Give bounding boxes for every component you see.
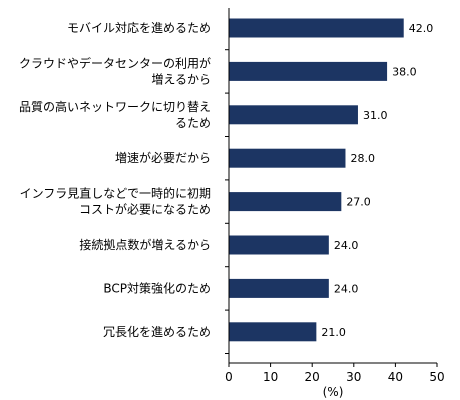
x-axis-unit-label: (%) [323, 385, 344, 399]
data-label: 38.0 [392, 65, 417, 78]
data-label: 31.0 [363, 109, 388, 122]
x-tick-label: 50 [429, 370, 444, 384]
data-label: 24.0 [334, 239, 359, 252]
bar [229, 235, 329, 255]
category-label: 冗長化を進めるため [103, 325, 211, 339]
data-label: 28.0 [350, 152, 375, 165]
bar [229, 322, 317, 342]
category-label: コストが必要になるため [79, 202, 211, 217]
x-tick-label: 10 [263, 370, 278, 384]
bar [229, 278, 329, 298]
x-tick-label: 40 [388, 370, 403, 384]
category-label: 増えるから [151, 72, 211, 86]
bar [229, 105, 358, 125]
category-label: モバイル対応を進めるため [67, 21, 211, 35]
category-label: 品質の高いネットワークに切り替え [19, 99, 211, 114]
category-label: BCP対策強化のため [103, 281, 211, 295]
x-tick-label: 20 [305, 370, 320, 384]
plot-area: 42.0 モバイル対応を進めるため 38.0 クラウドやデータセンターの利用が増えるか… [19, 8, 445, 384]
category-label: 増速が必要だから [115, 150, 211, 165]
x-tick-label: 0 [225, 370, 233, 384]
x-tick-label: 30 [346, 370, 361, 384]
category-label: るため [175, 116, 211, 130]
data-label: 24.0 [334, 282, 359, 295]
data-label: 21.0 [321, 326, 346, 339]
data-label: 42.0 [409, 22, 434, 35]
category-label: クラウドやデータセンターの利用が [19, 55, 211, 70]
bar [229, 18, 404, 38]
category-label: 接続拠点数が増えるから [79, 237, 211, 252]
data-label: 27.0 [346, 196, 371, 209]
category-label: インフラ見直しなどで一時的に初期 [20, 186, 211, 201]
bar [229, 192, 342, 212]
bar [229, 61, 388, 81]
bar [229, 148, 346, 168]
